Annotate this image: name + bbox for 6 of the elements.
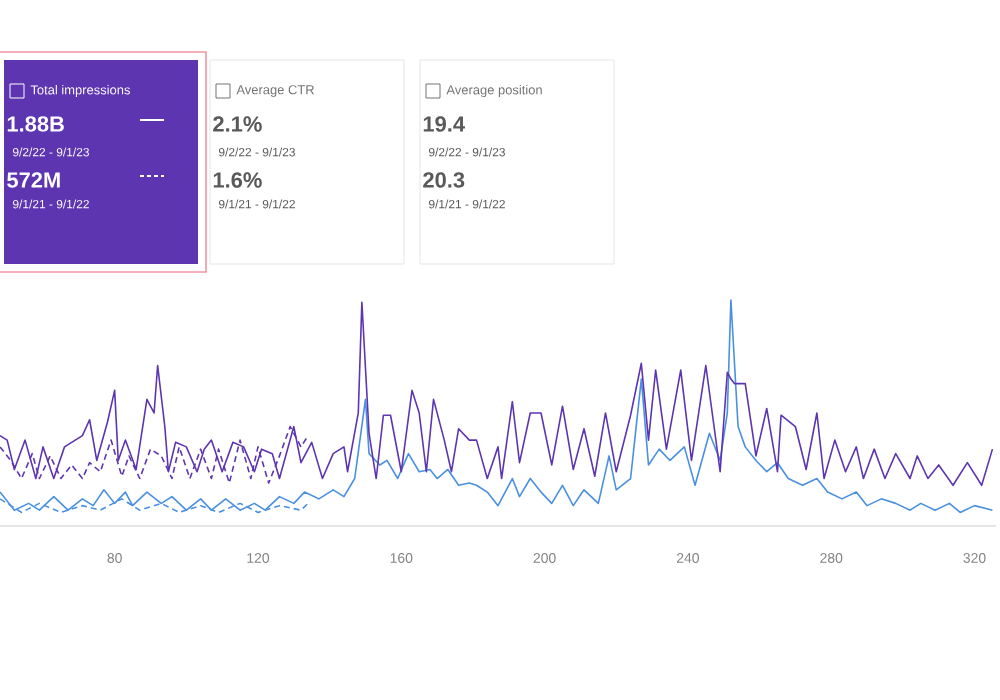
text: 20.3 [423, 172, 465, 188]
text: 1.6% [213, 172, 262, 188]
text: 19.4 [423, 116, 465, 132]
text: 2.1% [213, 116, 262, 132]
text: 1.88B [7, 116, 64, 132]
text: 572M [7, 172, 60, 188]
